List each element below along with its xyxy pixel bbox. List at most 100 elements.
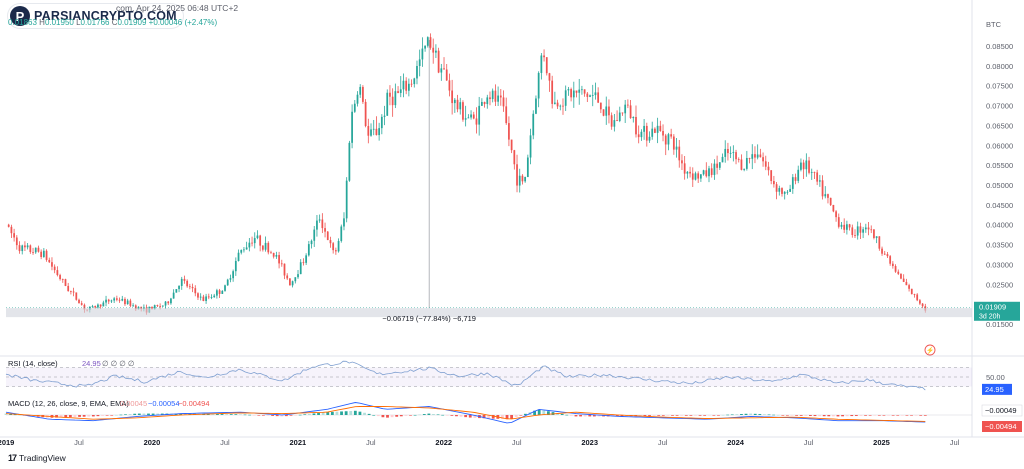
macd-histogram-bar — [119, 414, 123, 416]
macd-histogram-bar — [335, 411, 339, 415]
candle-body — [51, 262, 53, 267]
rsi-level-label: 50.00 — [986, 373, 1005, 382]
candle-body — [10, 226, 13, 234]
candle-body — [900, 273, 902, 279]
macd-histogram-bar — [395, 415, 399, 417]
price-tick-label: 0.05000 — [986, 181, 1013, 190]
candle-body — [794, 177, 797, 181]
candle-body — [827, 194, 829, 198]
candle-body — [824, 194, 827, 197]
macd-histogram-bar — [234, 414, 238, 415]
candle-body — [667, 134, 670, 145]
price-tick-label: 0.07500 — [986, 82, 1013, 91]
candle-body — [559, 105, 562, 107]
candle-body — [610, 115, 613, 127]
candle-body — [121, 298, 124, 301]
candle-body — [18, 245, 21, 252]
brand-logo[interactable]: P PARSIANCRYPTO.COM — [8, 4, 183, 28]
rsi-value: 24.95 — [82, 359, 101, 368]
macd-histogram-bar — [836, 415, 840, 417]
candle-body — [862, 229, 864, 233]
candle-body — [94, 305, 97, 308]
candle-body — [410, 83, 413, 85]
macd-histogram-bar — [574, 415, 578, 417]
macd-histogram-bar — [831, 415, 835, 417]
candle-body — [724, 148, 727, 157]
candle-body — [789, 188, 791, 192]
candle-body — [759, 154, 762, 158]
candle-body — [151, 306, 153, 310]
candle-body — [480, 102, 483, 106]
candle-body — [732, 152, 735, 153]
macd-histogram-bar — [367, 413, 371, 415]
candle-body — [107, 299, 110, 302]
macd-histogram-bar — [450, 415, 454, 416]
ohlc-close-label: C — [111, 18, 118, 27]
candle-body — [283, 263, 286, 276]
candle-body — [326, 231, 329, 241]
candle-body — [475, 118, 478, 125]
candle-body — [389, 92, 391, 97]
macd-histogram-bar — [652, 415, 656, 416]
macd-histogram-bar — [59, 415, 63, 418]
candle-body — [856, 226, 859, 236]
candle-body — [691, 173, 694, 180]
candle-body — [551, 80, 554, 104]
time-tick-label: Jul — [658, 438, 668, 447]
macd-histogram-bar — [78, 415, 81, 417]
time-tick-label: 2019 — [0, 438, 14, 447]
candle-body — [518, 175, 521, 186]
candle-body — [318, 219, 321, 221]
macd-histogram-bar — [252, 415, 256, 416]
candle-body — [113, 298, 116, 301]
candle-body — [102, 302, 105, 307]
tradingview-watermark[interactable]: 17 TradingView — [8, 453, 66, 463]
candle-body — [775, 184, 778, 192]
macd-histogram-bar — [133, 413, 137, 415]
macd-histogram-bar — [514, 415, 518, 417]
candle-body — [570, 89, 572, 98]
candle-body — [505, 106, 508, 124]
macd-histogram-bar — [326, 412, 330, 415]
candle-body — [275, 255, 278, 257]
candle-body — [513, 150, 516, 165]
macd-histogram-bar — [96, 415, 100, 417]
macd-histogram-bar — [588, 415, 592, 417]
macd-badge-1-text: −0.00049 — [985, 406, 1017, 415]
candle-body — [548, 73, 551, 81]
macd-histogram-bar — [473, 415, 477, 418]
candle-body — [340, 226, 343, 241]
candle-body — [683, 163, 686, 174]
candle-body — [70, 291, 72, 292]
candle-body — [535, 98, 537, 114]
candle-body — [781, 188, 783, 194]
time-tick-label: Jul — [74, 438, 84, 447]
macd-histogram-bar — [703, 415, 707, 416]
candle-body — [902, 278, 905, 282]
macd-badge-1 — [981, 404, 1023, 417]
candle-body — [594, 92, 597, 96]
candle-body — [56, 270, 59, 276]
candle-body — [908, 285, 910, 289]
candle-body — [705, 170, 708, 177]
candle-body — [786, 191, 789, 193]
time-tick-label: 2021 — [289, 438, 306, 447]
candle-body — [421, 48, 424, 60]
macd-histogram-bar — [666, 415, 670, 416]
macd-histogram-bar — [795, 415, 799, 416]
candle-body — [126, 300, 129, 305]
candle-body — [497, 95, 499, 102]
candle-body — [343, 218, 345, 227]
candle-body — [310, 240, 313, 245]
candle-body — [572, 90, 575, 98]
candle-body — [443, 68, 445, 70]
candle-body — [875, 236, 878, 238]
macd-histogram-bar — [128, 414, 132, 415]
candle-body — [221, 290, 224, 294]
candle-body — [334, 250, 337, 252]
candle-body — [259, 235, 262, 246]
candle-body — [637, 134, 640, 138]
candle-body — [640, 131, 643, 138]
candle-body — [105, 299, 107, 303]
